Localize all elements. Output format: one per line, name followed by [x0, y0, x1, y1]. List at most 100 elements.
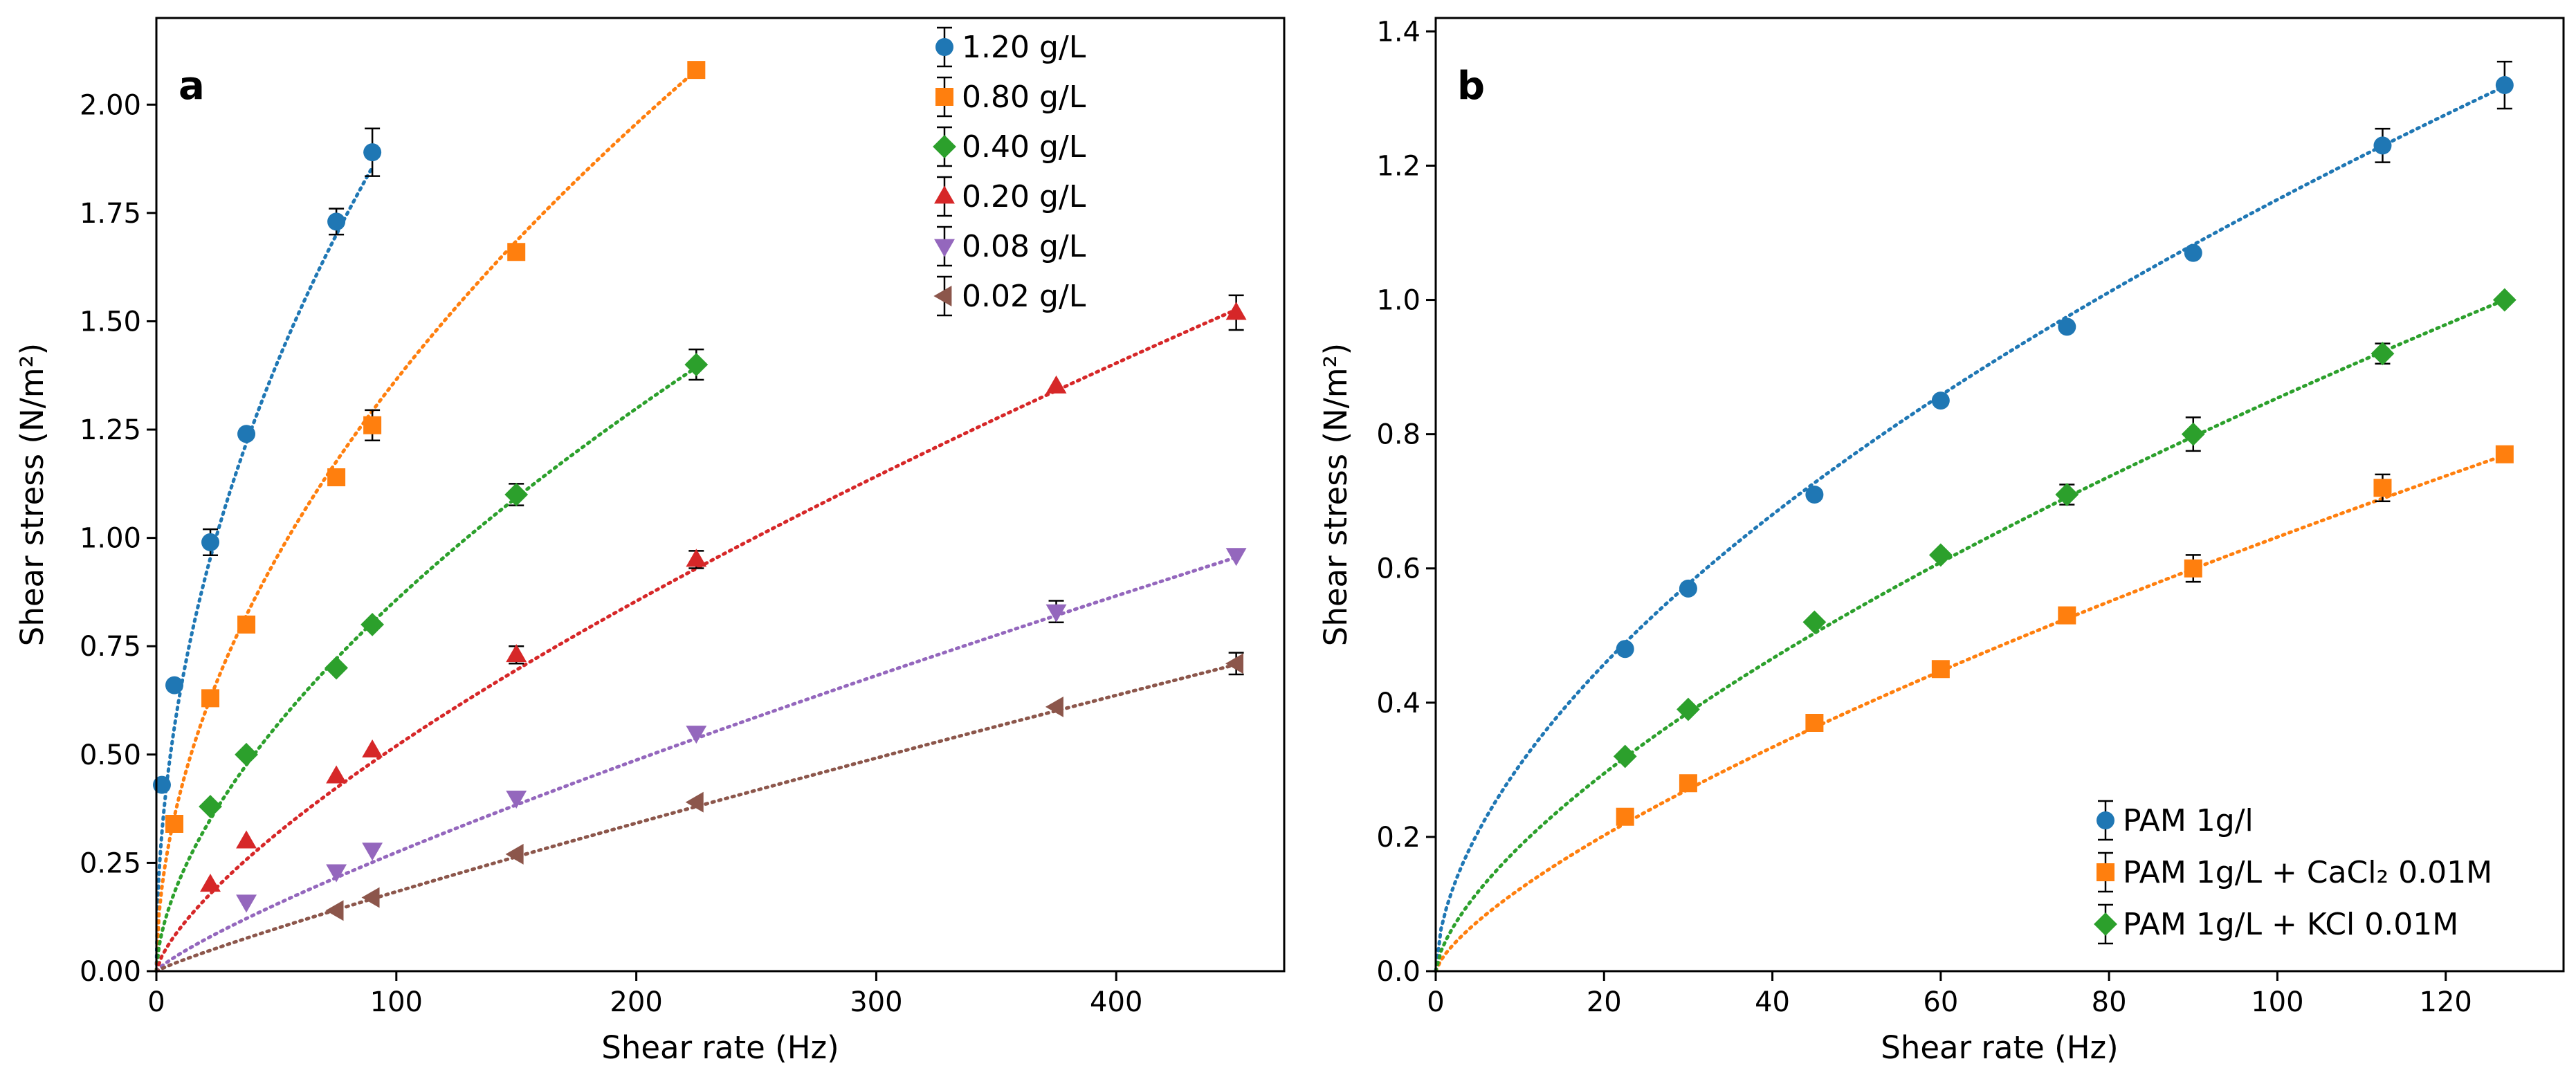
panel-a-x-tick-label: 200: [610, 986, 662, 1018]
panel-b-x-tick-label: 20: [1587, 986, 1622, 1018]
panel-a-data-point-0-80-g-l: [687, 61, 706, 80]
panel-b-data-point-pam-1g-l-cacl2-0-01m: [1616, 807, 1634, 826]
panel-a-data-point-1-20-g-l: [201, 533, 220, 551]
panel-b-y-axis-ticks: 0.0 0.2 0.4 0.6 0.8 1.0 1.2 1.4: [1376, 16, 1436, 988]
panel-a-y-tick-label: 2.00: [80, 89, 141, 121]
panel-a-data-point-1-20-g-l: [363, 143, 382, 162]
panel-b-y-axis-label: Shear stress (N/m²): [1317, 343, 1354, 646]
panel-a-data-point-1-20-g-l: [327, 212, 346, 231]
panel-a-data-point-0-02-g-l: [1045, 696, 1063, 717]
panel-a-data-point-0-40-g-l: [360, 613, 385, 636]
panel-a-data-point-0-40-g-l: [684, 353, 709, 376]
panel-a-y-tick-label: 0.75: [80, 631, 141, 663]
panel-a-data-point-0-08-g-l: [1225, 548, 1247, 567]
panel-a-data-point-0-40-g-l: [504, 483, 529, 506]
panel-a-data-point-0-08-g-l: [686, 726, 707, 744]
panel-a-y-tick-label: 1.75: [80, 198, 141, 230]
panel-b-legend-marker-pam-1g-l-kcl-0-01m: [2094, 912, 2117, 936]
panel-b-legend-label-pam-1g-l: PAM 1g/l: [2123, 803, 2254, 838]
panel-a-legend-marker-0-40-g-l: [933, 135, 956, 158]
panel-b-data-point-pam-1g-l-kcl-0-01m: [1802, 610, 1827, 634]
panel-a-data-point-0-40-g-l: [235, 742, 258, 766]
panel-b-legend-label-pam-1g-l-kcl-0-01m: PAM 1g/L + KCl 0.01M: [2123, 907, 2458, 942]
panel-b-legend-item-pam-1g-l-kcl-0-01m: PAM 1g/L + KCl 0.01M: [2094, 903, 2458, 945]
panel-a-y-axis-label: Shear stress (N/m²): [14, 343, 51, 646]
panel-b-legend-item-pam-1g-l: PAM 1g/l: [2097, 800, 2254, 841]
panel-b-legend: PAM 1g/l PAM 1g/L + CaCl₂ 0.01M PAM 1g/L +…: [2094, 800, 2492, 945]
panel-a-data-point-1-20-g-l: [237, 425, 256, 443]
panel-b-x-tick-label: 100: [2251, 986, 2303, 1018]
panel-a-data-point-0-20-g-l: [362, 739, 383, 757]
panel-a-legend-label-1-20-g-l: 1.20 g/L: [962, 30, 1086, 65]
panel-a-data-point-0-02-g-l: [1225, 653, 1244, 674]
panel-a-x-tick-label: 100: [370, 986, 423, 1018]
panel-b-y-tick-label: 0.8: [1376, 419, 1421, 451]
panel-b-fit-line-pam-1g-l-cacl2-0-01m: [1434, 453, 2507, 973]
panel-a-legend-marker-0-08-g-l: [934, 239, 955, 257]
panel-b-y-tick-label: 1.4: [1376, 16, 1421, 48]
panel-b-legend-marker-pam-1g-l: [2097, 811, 2114, 829]
panel-b-data-point-pam-1g-l: [2495, 76, 2514, 95]
panel-a-legend-item-0-08-g-l: 0.08 g/L: [934, 226, 1086, 267]
panel-a: 0 100 200 300 400 0.00 0.25 0.50 0.75 1.00 1.25 1.…: [14, 17, 1286, 1066]
panel-b-data-point-pam-1g-l-kcl-0-01m: [2181, 422, 2205, 446]
panel-a-legend-item-0-40-g-l: 0.40 g/L: [933, 126, 1086, 167]
panel-b-data-point-pam-1g-l-cacl2-0-01m: [2373, 479, 2392, 497]
panel-b-data-point-pam-1g-l: [1679, 579, 1697, 598]
panel-a-data-point-0-20-g-l: [506, 644, 527, 663]
panel-b-fit-curves: [1434, 84, 2507, 973]
panel-a-fit-line-0-80-g-l: [154, 68, 698, 973]
panel-a-legend-label-0-40-g-l: 0.40 g/L: [962, 129, 1086, 165]
panel-b-x-tick-label: 80: [2092, 986, 2127, 1018]
panel-b-data-point-pam-1g-l: [2184, 243, 2202, 262]
panel-a-legend-marker-0-80-g-l: [935, 88, 953, 106]
panel-a-legend-marker-0-02-g-l: [933, 286, 952, 306]
panel-a-y-tick-label: 0.50: [80, 739, 141, 771]
panel-b-data-point-pam-1g-l-cacl2-0-01m: [2058, 606, 2076, 625]
panel-b-x-axis-ticks: 0 20 40 60 80 100 120: [1427, 971, 2472, 1018]
panel-a-y-tick-label: 1.00: [80, 523, 141, 555]
panel-a-data-point-0-08-g-l: [236, 894, 257, 913]
panel-a-legend-item-0-02-g-l: 0.02 g/L: [933, 275, 1086, 317]
panel-a-data-point-0-80-g-l: [237, 615, 256, 634]
panel-a-plot-frame: [155, 17, 1286, 973]
panel-b-x-tick-label: 60: [1923, 986, 1958, 1018]
panel-b-data-point-pam-1g-l-kcl-0-01m: [2492, 288, 2516, 312]
panel-b-data-point-pam-1g-l-cacl2-0-01m: [2184, 559, 2202, 578]
panel-b-data-point-pam-1g-l-kcl-0-01m: [1677, 697, 1700, 721]
panel-b-data-points: [1613, 60, 2516, 826]
panel-a-data-point-0-20-g-l: [326, 765, 347, 784]
panel-b-legend-label-pam-1g-l-cacl2-0-01m: PAM 1g/L + CaCl₂ 0.01M: [2123, 855, 2492, 890]
panel-a-x-tick-label: 0: [147, 986, 165, 1018]
panel-b-data-point-pam-1g-l-kcl-0-01m: [1928, 543, 1953, 567]
panel-b-y-tick-label: 0.2: [1376, 822, 1421, 854]
panel-a-data-point-0-20-g-l: [200, 874, 221, 892]
panel-b-x-tick-label: 0: [1427, 986, 1444, 1018]
panel-a-legend-item-1-20-g-l: 1.20 g/L: [935, 26, 1086, 68]
panel-b-x-axis-label: Shear rate (Hz): [1881, 1029, 2118, 1066]
panel-b-fit-line-pam-1g-l: [1434, 84, 2507, 973]
panel-b-legend-item-pam-1g-l-cacl2-0-01m: PAM 1g/L + CaCl₂ 0.01M: [2097, 852, 2492, 893]
panel-a-legend-item-0-20-g-l: 0.20 g/L: [934, 176, 1086, 217]
panel-a-y-tick-label: 1.25: [80, 414, 141, 446]
panel-a-y-tick-label: 0.00: [80, 956, 141, 988]
panel-a-legend-marker-1-20-g-l: [935, 38, 953, 56]
panel-a-data-point-0-80-g-l: [327, 468, 346, 486]
panel-a-x-axis-ticks: 0 100 200 300 400: [147, 971, 1142, 1018]
panel-a-x-tick-label: 300: [850, 986, 902, 1018]
panel-a-data-point-0-02-g-l: [685, 791, 704, 813]
panel-b-y-tick-label: 0.0: [1376, 956, 1421, 988]
panel-b-data-point-pam-1g-l-kcl-0-01m: [2055, 483, 2079, 506]
panel-a-data-point-1-20-g-l: [165, 676, 184, 694]
panel-a-legend-label-0-20-g-l: 0.20 g/L: [962, 179, 1086, 214]
panel-a-y-axis-ticks: 0.00 0.25 0.50 0.75 1.00 1.25 1.50 1.75 2.00: [80, 89, 156, 988]
panel-a-legend-marker-0-20-g-l: [934, 185, 955, 204]
panel-b-x-tick-label: 120: [2420, 986, 2472, 1018]
panel-a-data-point-0-80-g-l: [201, 689, 220, 708]
panel-b-y-tick-label: 0.6: [1376, 553, 1421, 585]
panel-a-data-point-0-80-g-l: [363, 416, 382, 434]
panel-a-data-point-0-20-g-l: [236, 830, 257, 849]
panel-b-fit-line-pam-1g-l-kcl-0-01m: [1434, 298, 2507, 973]
